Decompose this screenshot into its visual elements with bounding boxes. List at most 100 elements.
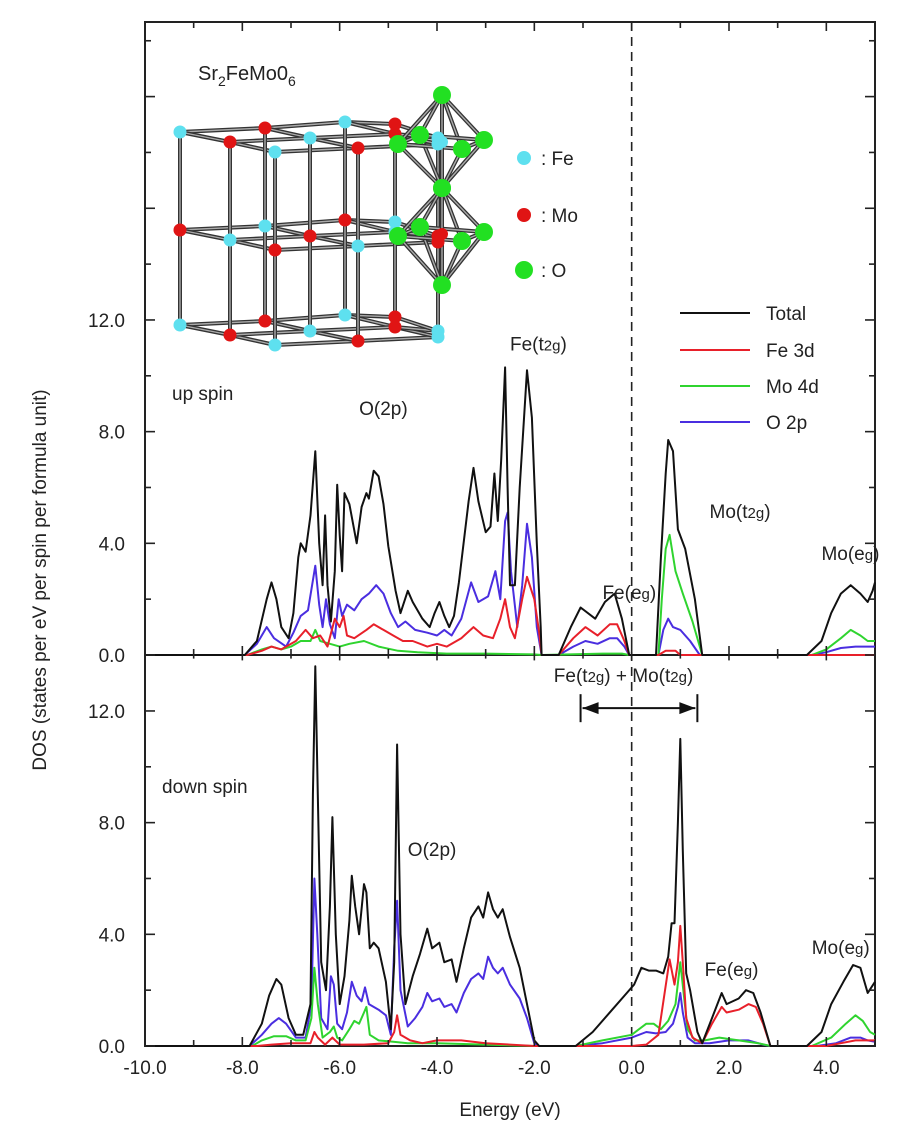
atom-legend-o: : O — [515, 261, 566, 282]
up-y-tick-label: 4.0 — [99, 534, 125, 555]
crystal-structure-inset — [173, 86, 493, 352]
mo-atom — [388, 320, 402, 334]
octahedron-bond-highlight — [397, 187, 443, 237]
lattice-bond-highlight — [229, 239, 276, 251]
down-series-total — [145, 665, 876, 1047]
mo-atom — [351, 334, 365, 348]
down-annotation-feeg: Fe(eg) — [705, 960, 759, 981]
up-annotation-feeg: Fe(eg) — [602, 583, 656, 604]
lattice-bond-highlight — [344, 219, 396, 233]
fe-atom — [303, 324, 317, 338]
down-spin-label: down spin — [162, 777, 248, 798]
legend-label-fe3d: Fe 3d — [766, 341, 815, 362]
atom-legend: : Fe : Mo : O — [515, 149, 578, 282]
mo-atom — [388, 310, 402, 324]
atom-legend-mo: : Mo — [517, 206, 578, 227]
lattice-bond-highlight — [229, 330, 311, 336]
x-tick-label: 2.0 — [716, 1058, 742, 1079]
o-atom — [411, 126, 429, 144]
fe-atom — [303, 131, 317, 145]
x-tick-label: -8.0 — [226, 1058, 259, 1079]
up-series-fe3d — [145, 575, 875, 656]
o-atom — [475, 131, 493, 149]
mo-atom — [223, 135, 237, 149]
lattice-bond-highlight — [309, 137, 359, 149]
fe-atom — [268, 145, 282, 159]
mo-atom-label: : Mo — [541, 206, 578, 227]
lattice-bond-highlight — [309, 235, 359, 247]
y-axis-title: DOS (states per eV per spin per formula … — [30, 389, 51, 770]
up-annotation-fet2g: Fe(t2g) — [510, 335, 567, 356]
mo-atom — [351, 141, 365, 155]
legend-entry-total: Total — [680, 304, 806, 325]
octahedron-bond-highlight — [441, 187, 463, 242]
octahedron-bond-highlight — [441, 94, 485, 141]
fe-atom — [258, 219, 272, 233]
lattice-bond-highlight — [264, 127, 311, 139]
lattice-bond-highlight — [229, 141, 276, 153]
fe-atom — [436, 136, 448, 148]
axes: -10.0 -8.0 -6.0 -4.0 -2.0 0.0 2.0 4.0 0.0 4.0 8.0 1… — [88, 22, 876, 1079]
lattice-bond-highlight — [274, 340, 359, 346]
bracket-label: Fe(t2g) + Mo(t2g) — [554, 666, 693, 687]
plot-frame — [144, 21, 876, 1047]
lattice-bond-highlight — [309, 326, 396, 332]
lattice-bond-highlight — [179, 131, 231, 143]
lattice-bond-highlight — [264, 314, 346, 322]
lattice-bond-highlight — [264, 219, 346, 227]
mo-atom — [258, 121, 272, 135]
down-series-fe3d — [145, 924, 875, 1047]
x-tick-label: -10.0 — [123, 1058, 166, 1079]
down-spin-curves — [145, 665, 876, 1047]
octahedron-bond-highlight — [397, 235, 443, 286]
fe-atom — [431, 330, 445, 344]
up-y-tick-label: 0.0 — [99, 646, 125, 667]
fe-atom — [173, 125, 187, 139]
fe-mo-t2g-bracket: Fe(t2g) + Mo(t2g) — [554, 666, 699, 723]
atom-legend-fe: : Fe — [517, 149, 574, 170]
o-atom — [433, 276, 451, 294]
fe-atom — [338, 308, 352, 322]
octahedron-bond-highlight — [419, 226, 485, 233]
mo-atom — [338, 213, 352, 227]
o-atom-marker — [515, 261, 533, 279]
fe-atom — [351, 239, 365, 253]
lattice-bond-highlight — [264, 121, 346, 129]
legend-label-total: Total — [766, 304, 806, 325]
x-tick-label: -2.0 — [518, 1058, 551, 1079]
up-annotation-mot2g: Mo(t2g) — [710, 502, 771, 523]
legend-label-o2p: O 2p — [766, 413, 807, 434]
down-annotation-o2p: O(2p) — [408, 840, 457, 861]
mo-atom — [173, 223, 187, 237]
up-annotation-o2p: O(2p) — [359, 399, 408, 420]
fe-atom — [338, 115, 352, 129]
x-tick-label: -6.0 — [323, 1058, 356, 1079]
octahedron-bond-highlight — [419, 134, 443, 189]
fe-atom-marker — [517, 151, 531, 165]
legend-label-mo4d: Mo 4d — [766, 377, 819, 398]
peak-annotations: O(2p) Fe(t2g) Fe(eg) Mo(t2g) Mo(eg) O(2p) Fe(e… — [359, 335, 879, 982]
down-y-tick-label: 12.0 — [88, 702, 125, 723]
lattice-bond-highlight — [394, 316, 439, 332]
lattice-bond-highlight — [344, 314, 396, 328]
octahedron-bond-highlight — [397, 143, 443, 189]
lattice-bond-highlight — [357, 336, 439, 342]
mo-atom-marker — [517, 208, 531, 222]
lattice-bond-highlight — [264, 320, 311, 332]
compound-label: Sr2FeMo06 — [198, 63, 296, 89]
o-atom — [433, 86, 451, 104]
o-atom — [389, 227, 407, 245]
lattice-bond-highlight — [179, 127, 266, 133]
o-atom — [433, 179, 451, 197]
octahedron-bond-highlight — [397, 94, 443, 145]
up-series-total — [145, 366, 876, 656]
x-tick-label: 4.0 — [813, 1058, 839, 1079]
lattice-bond-highlight — [229, 235, 311, 241]
lattice-bond-highlight — [179, 229, 231, 241]
x-tick-label: -4.0 — [421, 1058, 454, 1079]
o-atom — [389, 135, 407, 153]
plot-border — [144, 21, 876, 1047]
o-atom — [411, 218, 429, 236]
up-spin-label: up spin — [172, 384, 233, 405]
